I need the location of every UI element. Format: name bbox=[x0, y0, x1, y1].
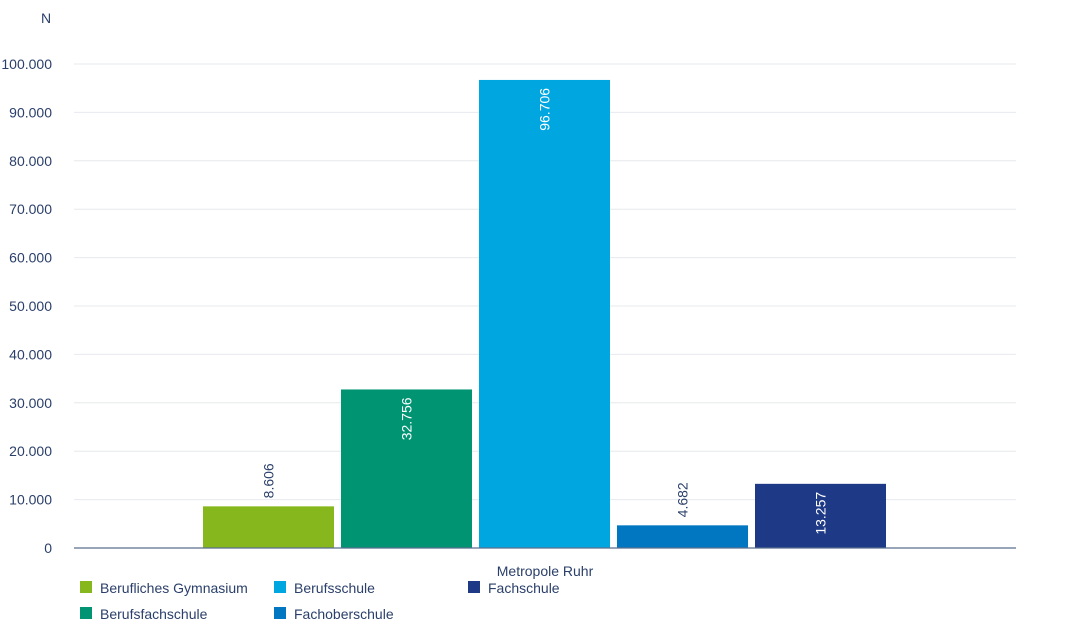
legend-swatch bbox=[274, 581, 286, 593]
legend-swatch bbox=[468, 581, 480, 593]
data-label: 32.756 bbox=[399, 397, 415, 440]
data-label: 13.257 bbox=[813, 492, 829, 535]
data-label: 4.682 bbox=[675, 482, 691, 517]
y-tick-label: 70.000 bbox=[9, 201, 52, 217]
y-tick-label: 40.000 bbox=[9, 346, 52, 362]
legend-swatch bbox=[80, 607, 92, 619]
data-label: 96.706 bbox=[537, 88, 553, 131]
bar bbox=[203, 506, 334, 548]
bars: 8.606 32.756 96.706 4.682 13.257 bbox=[203, 79, 886, 548]
bar bbox=[755, 483, 886, 548]
y-axis-ticks: 0 10.000 20.000 30.000 40.000 50.000 60.000 70.… bbox=[1, 56, 52, 556]
legend-label: Berufsschule bbox=[294, 580, 375, 596]
y-tick-label: 80.000 bbox=[9, 153, 52, 169]
bar bbox=[341, 389, 472, 548]
legend-label: Fachoberschule bbox=[294, 606, 394, 622]
y-tick-label: 0 bbox=[44, 540, 52, 556]
y-tick-label: 20.000 bbox=[9, 443, 52, 459]
legend-swatch bbox=[80, 581, 92, 593]
data-label: 8.606 bbox=[261, 463, 277, 498]
legend-swatch bbox=[274, 607, 286, 619]
y-tick-label: 100.000 bbox=[1, 56, 52, 72]
y-tick-label: 30.000 bbox=[9, 395, 52, 411]
y-tick-label: 50.000 bbox=[9, 298, 52, 314]
legend-label: Berufsfachschule bbox=[100, 606, 208, 622]
y-unit-label: N bbox=[41, 10, 51, 26]
y-tick-label: 10.000 bbox=[9, 492, 52, 508]
bar bbox=[479, 79, 610, 548]
x-category-label: Metropole Ruhr bbox=[497, 563, 594, 579]
y-tick-label: 90.000 bbox=[9, 104, 52, 120]
legend-label: Fachschule bbox=[488, 580, 560, 596]
bar bbox=[617, 525, 748, 548]
legend: Berufliches Gymnasium Berufsfachschule Ber… bbox=[80, 580, 560, 622]
legend-label: Berufliches Gymnasium bbox=[100, 580, 248, 596]
y-tick-label: 60.000 bbox=[9, 250, 52, 266]
